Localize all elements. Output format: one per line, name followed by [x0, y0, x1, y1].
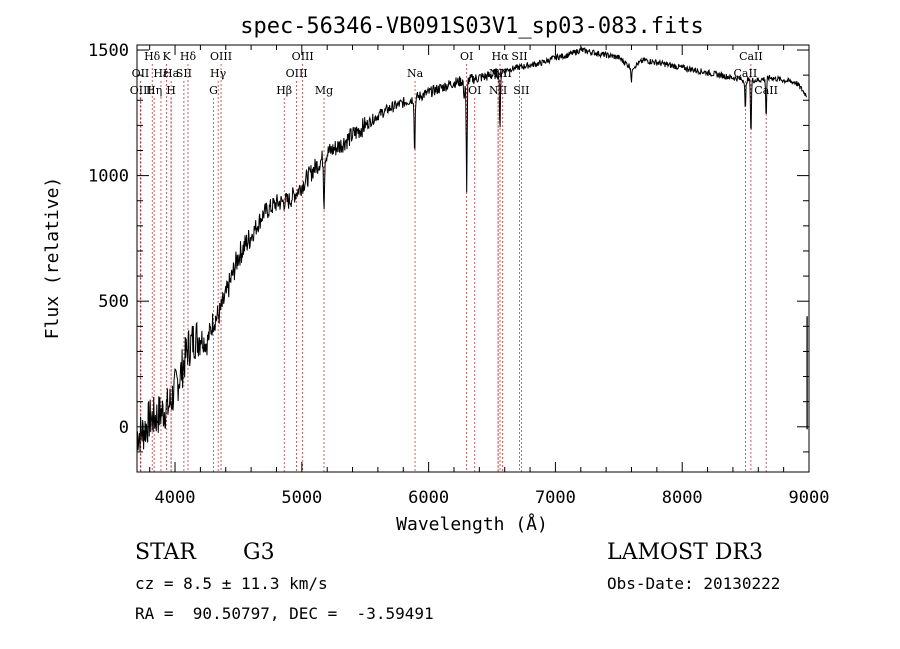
- line-marker-label: CaII: [739, 50, 763, 63]
- line-marker-label: Mg: [315, 84, 333, 97]
- object-class: STAR: [135, 540, 196, 565]
- line-marker-label: SII: [176, 67, 192, 80]
- y-tick-label: 500: [98, 292, 129, 312]
- line-marker-label: Hδ: [180, 50, 197, 63]
- chart-title: spec-56346-VB091S03V1_sp03-083.fits: [240, 14, 704, 39]
- y-tick-label: 0: [119, 418, 129, 438]
- line-marker-label: OIII: [130, 84, 152, 97]
- line-marker-label: OIII: [210, 50, 232, 63]
- x-tick-label: 8000: [662, 488, 703, 508]
- x-axis-ticks: 4000 5000 6000 7000 8000 9000: [149, 45, 830, 508]
- line-marker-label: NII: [489, 84, 507, 97]
- coordinates: RA = 90.50797, DEC = -3.59491: [135, 604, 434, 623]
- line-marker-label: G: [209, 84, 218, 97]
- redshift-text: cz = 8.5 ± 11.3 km/s: [135, 574, 328, 593]
- line-marker-label: Hγ: [210, 67, 227, 80]
- spectrum-series: [136, 46, 808, 452]
- y-tick-label: 1500: [88, 41, 129, 61]
- line-marker-label: Hβ: [276, 84, 292, 97]
- line-marker-label: CaII: [754, 84, 778, 97]
- survey-name: LAMOST DR3: [607, 540, 763, 565]
- line-marker-label: OI: [460, 50, 473, 63]
- line-marker-label: Hε: [153, 67, 169, 80]
- line-marker-label: Hα: [491, 50, 509, 63]
- spectrum-chart: spec-56346-VB091S03V1_sp03-083.fits Hδ OI…: [42, 14, 830, 535]
- line-marker-label: Hη: [146, 84, 162, 97]
- y-axis-ticks: 0 500 1000 1500: [88, 41, 809, 453]
- spectrum-line: [136, 46, 807, 452]
- x-tick-label: 5000: [281, 488, 322, 508]
- obs-date: Obs-Date: 20130222: [607, 574, 781, 593]
- line-marker-label: Hδ: [144, 50, 161, 63]
- y-tick-label: 1000: [88, 167, 129, 187]
- line-marker-label: OII: [132, 67, 150, 80]
- line-marker-label: SII: [511, 50, 527, 63]
- x-axis-label: Wavelength (Å): [396, 513, 548, 535]
- y-axis-label: Flux (relative): [42, 177, 63, 340]
- line-marker-label: OIII: [286, 67, 308, 80]
- line-marker-label: OI: [468, 84, 481, 97]
- x-tick-label: 6000: [408, 488, 449, 508]
- plot-frame: [136, 44, 810, 473]
- x-tick-label: 9000: [789, 488, 830, 508]
- line-marker-label: H: [166, 84, 176, 97]
- object-subclass: G3: [243, 540, 275, 565]
- x-tick-label: 4000: [155, 488, 196, 508]
- line-marker-label: Na: [407, 67, 424, 80]
- x-tick-label: 7000: [535, 488, 576, 508]
- line-marker-label: OIII: [292, 50, 314, 63]
- line-marker-label: SII: [513, 84, 529, 97]
- line-marker-label: K: [163, 50, 172, 63]
- line-marker-label: Ha: [163, 67, 180, 80]
